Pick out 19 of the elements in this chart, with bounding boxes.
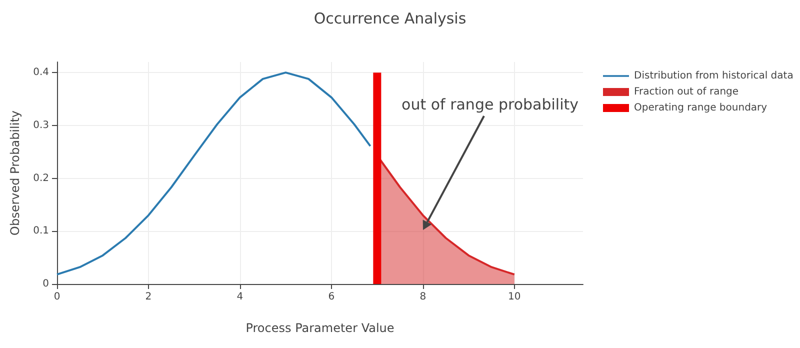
x-tick-label: 0 <box>54 292 60 302</box>
annotation: out of range probability <box>402 96 579 114</box>
y-tick-label: 0.4 <box>33 67 49 78</box>
legend-label: Fraction out of range <box>634 86 739 98</box>
line-series <box>56 72 372 276</box>
x-tick-label: 10 <box>508 292 521 302</box>
x-tick-label: 8 <box>420 292 426 302</box>
legend-label: Operating range boundary <box>634 102 768 114</box>
legend-label: Distribution from historical data <box>634 70 794 82</box>
y-tick-label: 0.3 <box>33 120 49 131</box>
x-tick-label: 4 <box>236 292 244 302</box>
y-tick-label: 0.1 <box>33 226 49 237</box>
chart-title: Occurrence Analysis <box>314 10 466 28</box>
y-axis-title: Observed Probability <box>8 110 22 236</box>
y-tick-label: 0.2 <box>33 172 49 184</box>
x-tick-label: 6 <box>328 292 335 302</box>
x-axis-title: Process Parameter Value <box>246 321 394 335</box>
y-tick-label: 0 <box>42 278 49 290</box>
x-tick-label: 2 <box>145 292 152 302</box>
